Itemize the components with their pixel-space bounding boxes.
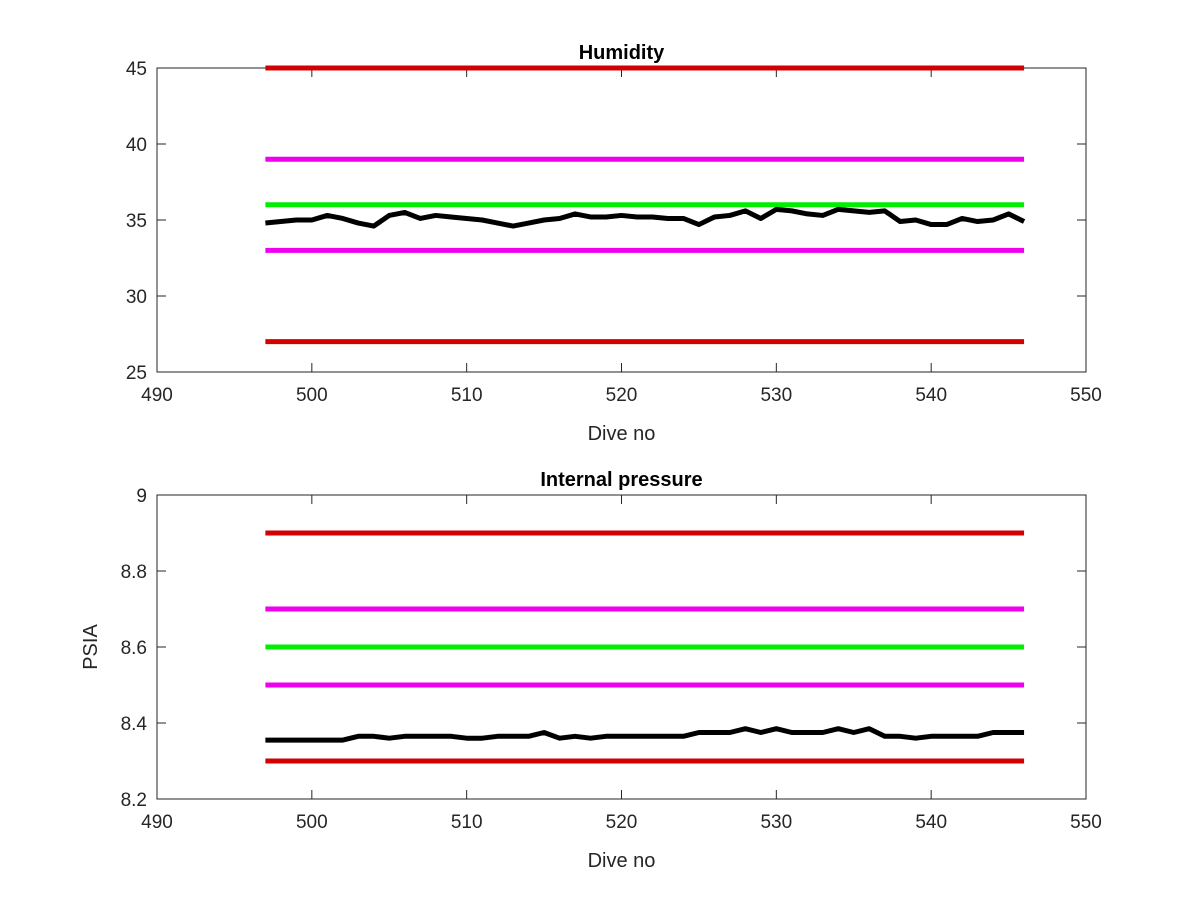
- y-tick-label: 8.6: [121, 638, 147, 659]
- x-tick-label: 520: [606, 385, 638, 406]
- x-axis-label: Dive no: [588, 850, 656, 872]
- chart-title: Internal pressure: [540, 469, 702, 491]
- x-tick-label: 520: [606, 812, 638, 833]
- chart-title: Humidity: [579, 42, 665, 64]
- x-tick-label: 540: [915, 385, 947, 406]
- y-tick-label: 8.4: [121, 714, 148, 735]
- x-tick-label: 530: [760, 812, 792, 833]
- x-tick-label: 490: [141, 385, 173, 406]
- y-axis-label: PSIA: [80, 624, 102, 670]
- x-tick-label: 490: [141, 812, 173, 833]
- x-tick-label: 540: [915, 812, 947, 833]
- y-tick-label: 30: [126, 287, 147, 308]
- chart-panel-2: 490 500 510 520 530 540 550 8.2 8.4 8.6 8.8 9 Intern…: [80, 469, 1102, 872]
- series-line: [265, 206, 1026, 229]
- y-tick-label: 45: [126, 59, 147, 80]
- x-tick-label: 510: [451, 385, 483, 406]
- y-tick-label: 8.2: [121, 790, 147, 811]
- x-tick-label: 550: [1070, 385, 1102, 406]
- x-tick-label: 550: [1070, 812, 1102, 833]
- y-tick-label: 35: [126, 211, 147, 232]
- x-tick-label: 510: [451, 812, 483, 833]
- y-tick-label: 9: [136, 486, 147, 507]
- x-axis-label: Dive no: [588, 423, 656, 445]
- y-tick-label: 40: [126, 135, 147, 156]
- chart-panel-1: 490 500 510 520 530 540 550 25 30 35 40 45 Humidity D…: [126, 42, 1102, 445]
- x-tick-label: 500: [296, 385, 328, 406]
- x-tick-label: 500: [296, 812, 328, 833]
- x-tick-label: 530: [760, 385, 792, 406]
- y-tick-label: 25: [126, 363, 147, 384]
- series-line: [265, 726, 1025, 743]
- y-tick-label: 8.8: [121, 562, 147, 583]
